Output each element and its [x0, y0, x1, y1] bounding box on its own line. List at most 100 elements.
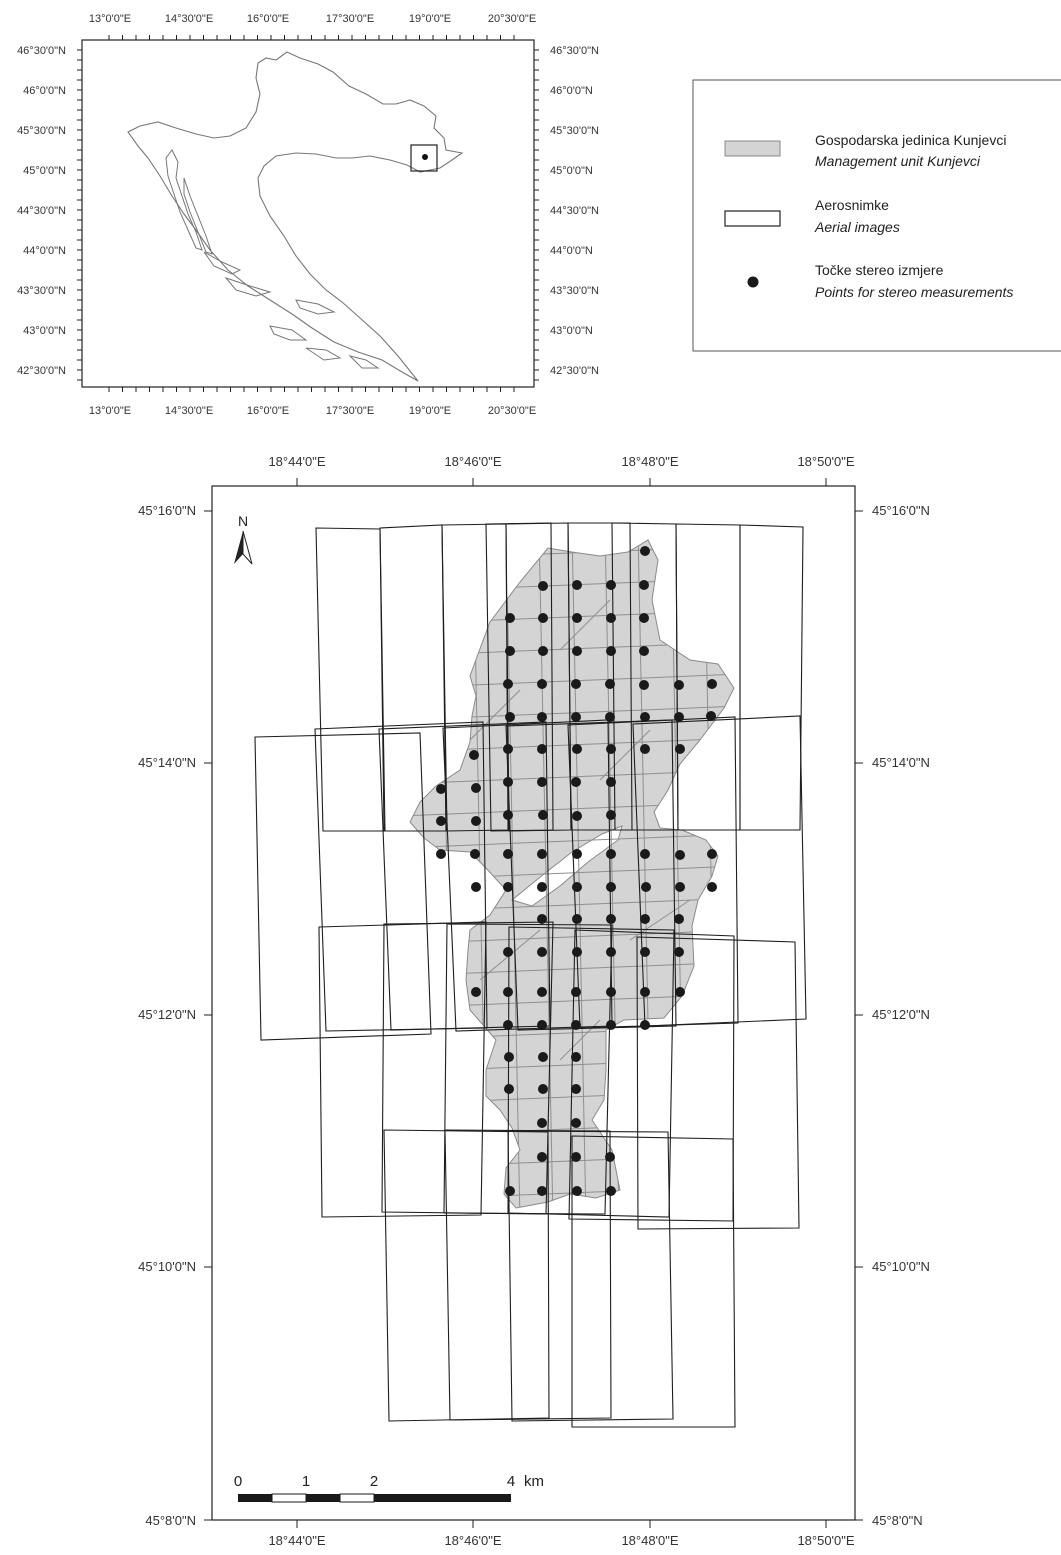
stereo-point — [640, 712, 650, 722]
stereo-point — [606, 744, 616, 754]
scale-bar-seg — [339, 1493, 375, 1503]
stereo-point — [571, 1020, 581, 1030]
stereo-point — [674, 947, 684, 957]
main-y-label-left: 45°8'0"N — [145, 1513, 196, 1528]
stereo-point — [503, 1020, 513, 1030]
stereo-point — [572, 947, 582, 957]
aerial-image-frame — [571, 1135, 736, 1428]
stereo-point — [537, 987, 547, 997]
stereo-point — [572, 1186, 582, 1196]
main-x-label-top: 18°46'0"E — [444, 454, 501, 469]
stereo-point — [606, 646, 616, 656]
stereo-point — [572, 613, 582, 623]
stereo-point — [505, 1186, 515, 1196]
compartment-line — [571, 540, 587, 1208]
scale-label-2: 2 — [370, 1473, 378, 1490]
stereo-point — [640, 546, 650, 556]
stereo-point — [471, 987, 481, 997]
legend-label-management-unit-en: Management unit Kunjevci — [815, 153, 981, 169]
main-y-label-right: 45°14'0"N — [872, 755, 930, 770]
stereo-point — [675, 882, 685, 892]
north-arrow-label: N — [238, 513, 248, 529]
stereo-point — [503, 947, 513, 957]
stereo-point — [538, 810, 548, 820]
stereo-point — [605, 1152, 615, 1162]
main-y-label-left: 45°16'0"N — [138, 503, 196, 518]
stereo-point — [640, 914, 650, 924]
compartment-line — [559, 599, 611, 651]
stereo-point — [606, 849, 616, 859]
stereo-point — [505, 646, 515, 656]
stereo-point — [505, 712, 515, 722]
inset-x-label-bottom: 14°30'0"E — [165, 405, 213, 417]
stereo-point — [537, 712, 547, 722]
croatia-outline — [127, 51, 464, 382]
compartment-line — [469, 689, 521, 741]
stereo-point — [471, 783, 481, 793]
inset-y-label-right: 45°0'0"N — [550, 165, 593, 177]
stereo-point — [470, 849, 480, 859]
inset-y-label-left: 42°30'0"N — [17, 365, 66, 377]
stereo-point — [639, 580, 649, 590]
legend: Gospodarska jedinica Kunjevci Management… — [692, 79, 1061, 352]
main-x-label-bottom: 18°48'0"E — [621, 1533, 678, 1548]
scale-label-0: 0 — [234, 1473, 242, 1490]
stereo-point — [706, 711, 716, 721]
stereo-point — [471, 882, 481, 892]
inset-y-label-left: 44°30'0"N — [17, 205, 66, 217]
scale-bar-seg — [271, 1493, 307, 1503]
stereo-point — [537, 1186, 547, 1196]
stereo-point — [675, 744, 685, 754]
stereo-point — [572, 882, 582, 892]
inset-y-label-right: 46°30'0"N — [550, 45, 599, 57]
legend-label-aerial-images-en: Aerial images — [814, 219, 900, 235]
stereo-point — [503, 882, 513, 892]
stereo-point — [503, 744, 513, 754]
inset-y-label-left: 44°0'0"N — [23, 245, 66, 257]
stereo-point — [606, 987, 616, 997]
stereo-point — [537, 849, 547, 859]
stereo-point — [571, 1152, 581, 1162]
stereo-point — [606, 882, 616, 892]
aerial-image-frame — [505, 719, 677, 1031]
stereo-point — [572, 914, 582, 924]
stereo-point — [503, 810, 513, 820]
aerial-image-frame — [739, 524, 804, 831]
stereo-point — [537, 1152, 547, 1162]
scale-bar-seg — [238, 1494, 272, 1502]
stereo-point — [707, 882, 717, 892]
inset-x-label-bottom: 17°30'0"E — [326, 405, 374, 417]
legend-symbol-stereo-points — [747, 276, 759, 288]
main-x-label-top: 18°44'0"E — [268, 454, 325, 469]
aerial-image-frame — [507, 1130, 674, 1422]
stereo-point — [538, 646, 548, 656]
north-arrow-icon — [234, 531, 243, 564]
stereo-point — [640, 947, 650, 957]
stereo-point — [571, 1118, 581, 1128]
inset-y-label-right: 44°0'0"N — [550, 245, 593, 257]
inset-y-label-right: 42°30'0"N — [550, 365, 599, 377]
inset-x-label-top: 13°0'0"E — [89, 13, 131, 25]
aerial-image-frame — [443, 923, 613, 1215]
stereo-point — [537, 947, 547, 957]
aerial-image-frame — [379, 524, 447, 832]
stereo-point — [537, 914, 547, 924]
inset-x-label-top: 14°30'0"E — [165, 13, 213, 25]
inset-map-ticks — [77, 35, 539, 392]
inset-y-label-left: 46°30'0"N — [17, 45, 66, 57]
stereo-point — [503, 679, 513, 689]
stereo-point — [675, 987, 685, 997]
stereo-point — [503, 777, 513, 787]
stereo-point — [640, 849, 650, 859]
main-y-label-left: 45°10'0"N — [138, 1259, 196, 1274]
stereo-point — [504, 1052, 514, 1062]
main-x-label-bottom: 18°44'0"E — [268, 1533, 325, 1548]
stereo-point — [571, 1052, 581, 1062]
stereo-point — [571, 679, 581, 689]
stereo-point — [639, 680, 649, 690]
stereo-point — [606, 777, 616, 787]
stereo-point — [537, 777, 547, 787]
stereo-point — [707, 849, 717, 859]
inset-x-label-top: 19°0'0"E — [409, 13, 451, 25]
stereo-point — [504, 1084, 514, 1094]
